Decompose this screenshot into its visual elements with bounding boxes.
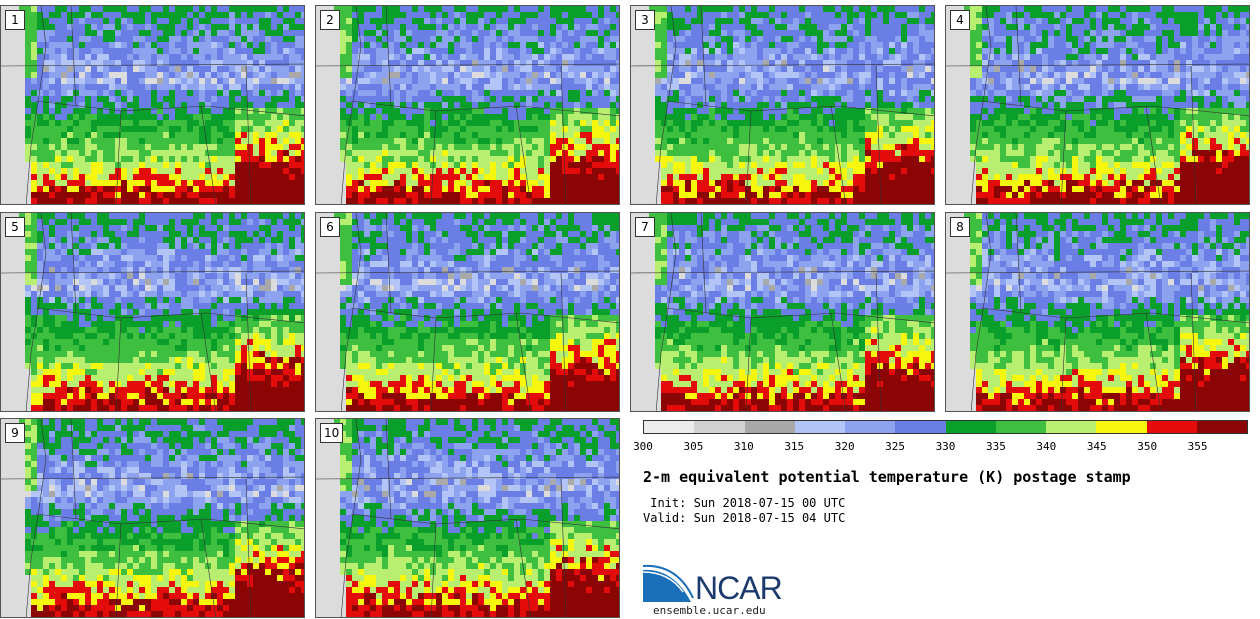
theta-e-map [1,6,304,204]
panel-number-label: 10 [320,423,344,443]
theta-e-map [631,6,934,204]
map-panel-5[interactable]: 5 [0,212,305,412]
panel-number-label: 1 [5,10,25,30]
colorbar-segment [694,421,745,433]
map-panel-4[interactable]: 4 [945,5,1250,205]
colorbar-tick-label: 345 [1086,440,1107,453]
colorbar-tick-label: 350 [1137,440,1158,453]
theta-e-map [631,213,934,411]
colorbar [643,420,1248,434]
colorbar-tick-label: 310 [733,440,754,453]
colorbar-tick-label: 330 [935,440,956,453]
colorbar-tick-label: 335 [985,440,1006,453]
colorbar-tick-label: 320 [834,440,855,453]
panel-number-label: 6 [320,217,340,237]
colorbar-segment [794,421,845,433]
valid-time: Valid: Sun 2018-07-15 04 UTC [643,511,846,525]
colorbar-tick-label: 305 [683,440,704,453]
colorbar-tick-label: 355 [1187,440,1208,453]
init-time: Init: Sun 2018-07-15 00 UTC [643,496,846,510]
map-panel-1[interactable]: 1 [0,5,305,205]
theta-e-map [316,213,619,411]
theta-e-map [1,419,304,617]
map-panel-3[interactable]: 3 [630,5,935,205]
theta-e-map [1,213,304,411]
panel-number-label: 9 [5,423,25,443]
colorbar-tick-label: 325 [885,440,906,453]
map-panel-9[interactable]: 9 [0,418,305,618]
logo-text: NCAR [695,570,783,606]
theta-e-map [316,6,619,204]
figure-title: 2-m equivalent potential temperature (K)… [643,468,1131,486]
colorbar-tick-label: 315 [784,440,805,453]
colorbar-tick-label: 300 [633,440,653,453]
theta-e-map [946,213,1249,411]
panel-number-label: 7 [635,217,655,237]
map-panel-10[interactable]: 10 [315,418,620,618]
ncar-logo-icon [643,564,694,602]
map-panel-8[interactable]: 8 [945,212,1250,412]
colorbar-segment [895,421,946,433]
colorbar-segment [845,421,896,433]
colorbar-segment [744,421,795,433]
map-panel-2[interactable]: 2 [315,5,620,205]
colorbar-segment [1046,421,1097,433]
colorbar-segment [995,421,1046,433]
website-url: ensemble.ucar.edu [653,604,766,617]
panel-number-label: 4 [950,10,970,30]
theta-e-map [316,419,619,617]
colorbar-segment [644,421,695,433]
panel-number-label: 3 [635,10,655,30]
map-panel-6[interactable]: 6 [315,212,620,412]
map-panel-7[interactable]: 7 [630,212,935,412]
colorbar-segment [1096,421,1147,433]
colorbar-segment [945,421,996,433]
colorbar-tick-labels: 300 305 310 315 320 325 330 335 340 345 350 355 [633,440,1248,454]
panel-number-label: 8 [950,217,970,237]
theta-e-map [946,6,1249,204]
panel-number-label: 5 [5,217,25,237]
panel-number-label: 2 [320,10,340,30]
colorbar-segment [1146,421,1197,433]
colorbar-segment [1196,421,1247,433]
colorbar-tick-label: 340 [1036,440,1057,453]
